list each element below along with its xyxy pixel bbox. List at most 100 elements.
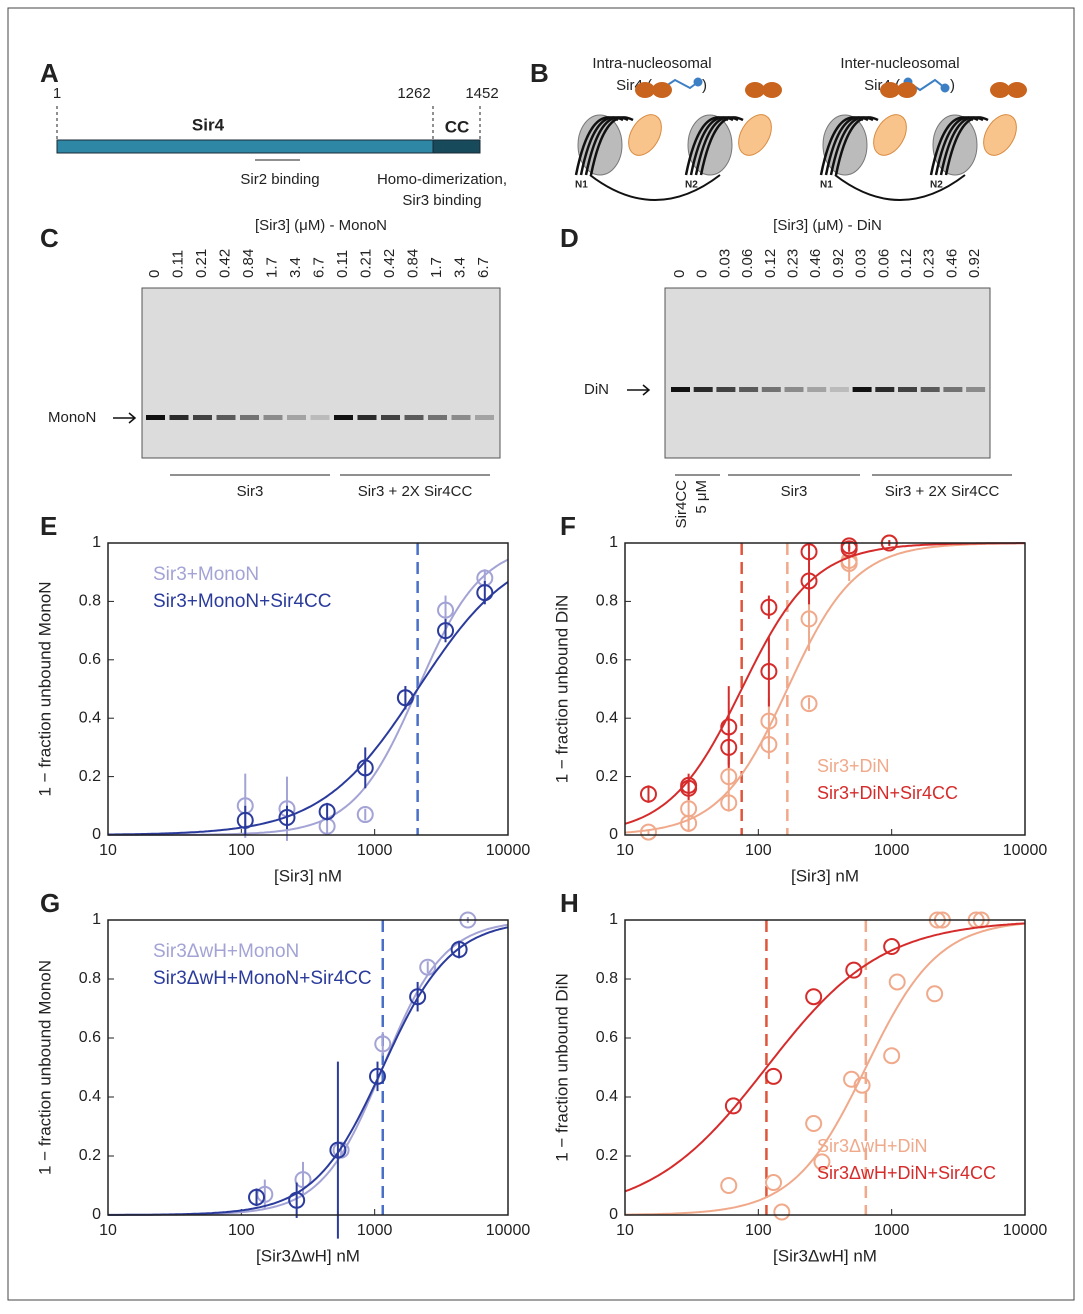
- frame: [7, 7, 1075, 1301]
- gel-band: [287, 415, 306, 420]
- y-tick-label: 0.6: [79, 651, 101, 668]
- lane-label: 0.21: [357, 249, 374, 278]
- y-tick-label: 1: [609, 911, 618, 928]
- lane-label: 0.03: [716, 249, 733, 278]
- lane-label: 0.84: [240, 249, 257, 278]
- data-point: [680, 800, 698, 818]
- plot-frame: [107, 919, 509, 1216]
- panel-letter: D: [560, 223, 579, 253]
- position-label: 1262: [397, 85, 430, 102]
- legend-entry: Sir3+MonoN+Sir4CC: [153, 591, 331, 612]
- data-point: [374, 1035, 392, 1053]
- data-point: [760, 662, 778, 680]
- y-tick-label: 0: [92, 1206, 101, 1223]
- legend-entry: Sir3ΔwH+DiN+Sir4CC: [817, 1163, 996, 1183]
- data-point: [476, 584, 494, 602]
- data-point: [437, 622, 455, 640]
- y-tick-label: 1: [92, 911, 101, 928]
- data-point: [294, 1171, 312, 1189]
- panel-letter: A: [40, 58, 59, 88]
- sir3-head: [745, 82, 765, 98]
- sir3-head: [990, 82, 1010, 98]
- gel-band: [920, 387, 940, 392]
- x-tick-label: 10: [616, 1222, 634, 1239]
- sir3-body: [873, 114, 907, 156]
- region-label: Sir3 binding: [402, 192, 481, 209]
- gel-band: [761, 387, 781, 392]
- lane-label: 1.7: [428, 257, 445, 278]
- y-tick-label: 0.8: [596, 970, 618, 987]
- data-point: [765, 1067, 783, 1085]
- lane-label: 3.4: [287, 257, 304, 278]
- group-label: Sir3: [781, 483, 808, 500]
- gel-band: [381, 415, 400, 420]
- x-tick-label: 100: [228, 842, 255, 859]
- gel-band: [829, 387, 849, 392]
- panel-letter: F: [560, 511, 576, 541]
- data-point: [800, 572, 818, 590]
- x-tick-label: 100: [228, 1222, 255, 1239]
- nucleosome-label: N2: [685, 180, 698, 191]
- sir4-bar: [56, 139, 434, 154]
- nucleosome-label: N1: [575, 180, 588, 191]
- gel-title: [Sir3] (μM) - MonoN: [255, 217, 387, 234]
- data-point: [926, 985, 944, 1003]
- lane-label: 0.12: [762, 249, 779, 278]
- group-label: Sir3: [237, 483, 264, 500]
- sir3-head: [880, 82, 900, 98]
- data-point: [720, 768, 738, 786]
- gel-band: [193, 415, 212, 420]
- legend-entry: Sir3ΔwH+MonoN+Sir4CC: [153, 968, 372, 989]
- y-tick-label: 0.6: [596, 651, 618, 668]
- x-tick-label: 10000: [486, 1222, 531, 1239]
- sir3-head: [897, 82, 917, 98]
- nucleosome-label: N2: [930, 180, 943, 191]
- lane-label: 0.06: [739, 249, 756, 278]
- gel-band: [875, 387, 895, 392]
- panel-letter: G: [40, 888, 60, 918]
- gel-band: [428, 415, 447, 420]
- lane-label: 0.42: [216, 249, 233, 278]
- band-label: MonoN: [48, 409, 96, 426]
- legend-entry: Sir3ΔwH+DiN: [817, 1136, 928, 1156]
- gel-image: [664, 287, 991, 459]
- y-tick-label: 0: [609, 1206, 618, 1223]
- data-point: [773, 1203, 791, 1221]
- gels: C [Sir3] (μM) - MonoN 0 0.11 0.21 0.42 0.84 1.7…: [40, 217, 1012, 528]
- lane-label: 0.12: [898, 249, 915, 278]
- gel-band: [310, 415, 330, 420]
- data-point: [318, 803, 336, 821]
- x-tick-label: 1000: [357, 842, 393, 859]
- lane-label: 0: [671, 270, 688, 278]
- data-point: [278, 808, 296, 826]
- lane-label: 6.7: [475, 257, 492, 278]
- data-point: [720, 718, 738, 736]
- lane-label: 0.23: [784, 249, 801, 278]
- lane-label: 0: [146, 270, 163, 278]
- data-point: [409, 988, 427, 1006]
- group-label: Sir3 + 2X Sir4CC: [358, 483, 473, 500]
- data-point: [396, 689, 414, 707]
- data-point: [329, 1141, 347, 1159]
- fit-curve: [624, 542, 1025, 834]
- panel-letter: B: [530, 58, 549, 88]
- dna-wrap: [944, 116, 989, 176]
- data-point: [760, 598, 778, 616]
- data-point: [840, 540, 858, 558]
- gel-band: [739, 387, 759, 392]
- gel-band: [404, 415, 424, 420]
- x-tick-label: 10: [99, 842, 117, 859]
- gel-band: [263, 415, 283, 420]
- fit-curve: [624, 922, 1026, 1193]
- legend-entry: Sir3+MonoN: [153, 564, 259, 585]
- data-point: [760, 712, 778, 730]
- data-point: [419, 958, 437, 976]
- sir3-head: [652, 82, 672, 98]
- gel-band: [898, 387, 917, 392]
- data-point: [356, 759, 374, 777]
- lane-label: 0.11: [334, 250, 351, 278]
- cc-label: CC: [445, 117, 470, 136]
- cc-domain: [432, 139, 481, 154]
